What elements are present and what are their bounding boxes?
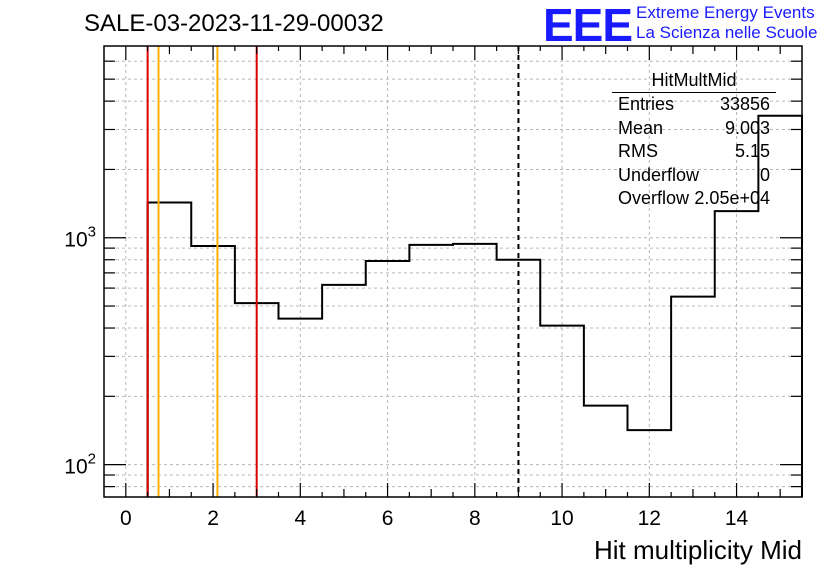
stats-title: HitMultMid	[612, 70, 776, 93]
stats-key: Mean	[618, 117, 664, 138]
histogram-outline	[146, 114, 803, 497]
histogram-bin	[584, 406, 628, 497]
histogram-bin	[671, 297, 715, 497]
stats-row-mean: Mean 9.003	[612, 117, 776, 141]
y-tick-label: 103	[64, 224, 96, 252]
histogram-bin	[148, 202, 192, 497]
eee-logo: EEE	[543, 0, 633, 51]
logo-line-2: La Scienza nelle Scuole	[636, 23, 818, 42]
x-tick-label: 4	[294, 507, 306, 530]
stats-value: 5.15	[734, 141, 770, 161]
stats-row-underflow: Underflow 0	[612, 164, 776, 188]
stats-key: Overflow	[618, 188, 690, 208]
stats-value: 9.003	[724, 117, 770, 138]
stats-value: 2.05e+04	[694, 188, 770, 208]
stats-value: 0	[759, 164, 770, 185]
stats-row-overflow: Overflow 2.05e+04	[612, 187, 776, 211]
y-tick-label: 102	[64, 451, 96, 479]
chart-title: SALE-03-2023-11-29-00032	[84, 10, 384, 37]
x-axis-label: Hit multiplicity Mid	[593, 535, 802, 565]
histogram-bin	[191, 246, 235, 497]
histogram-bin	[453, 244, 497, 497]
stats-row-rms: RMS 5.15	[612, 140, 776, 164]
x-tick-label: 6	[382, 507, 394, 530]
stats-key: RMS	[618, 141, 658, 161]
x-tick-label: 14	[725, 507, 749, 530]
stats-row-entries: Entries 33856	[612, 93, 776, 117]
logo-line-1: Extreme Energy Events	[636, 3, 815, 22]
x-tick-label: 10	[550, 507, 573, 530]
histogram-bin	[409, 245, 453, 497]
histogram-bin	[715, 211, 759, 497]
histogram-bin	[540, 326, 584, 497]
stats-box: HitMultMid Entries 33856 Mean 9.003 RMS …	[612, 70, 776, 211]
histogram-bin	[366, 261, 410, 497]
histogram-bin	[322, 285, 366, 497]
histogram-bin	[279, 319, 323, 497]
stats-key: Entries	[618, 94, 675, 114]
x-tick-label: 2	[207, 507, 219, 530]
x-tick-label: 8	[469, 507, 481, 530]
stats-value: 33856	[719, 94, 770, 114]
x-tick-label: 12	[638, 507, 661, 530]
stats-key: Underflow	[618, 164, 700, 185]
x-tick-label: 0	[120, 507, 132, 530]
